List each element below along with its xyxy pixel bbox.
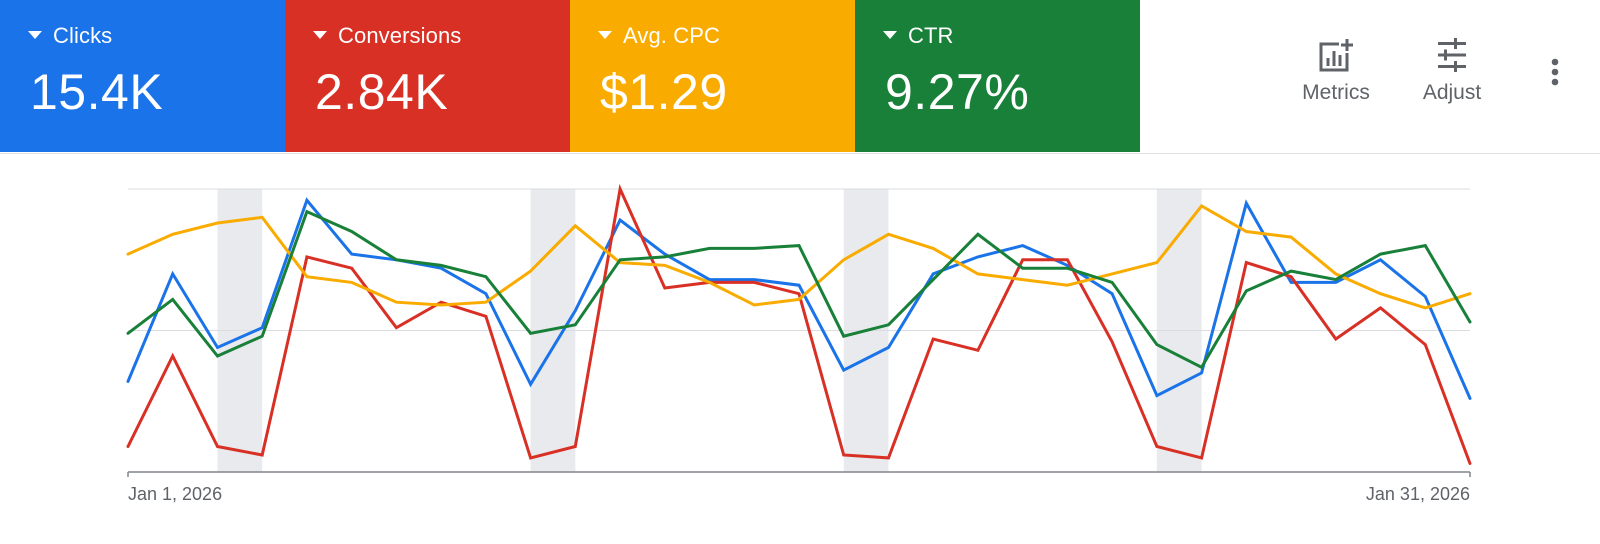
caret-down-icon[interactable] [598, 31, 612, 39]
metric-label: Conversions [338, 23, 462, 48]
metric-tile-ctr[interactable]: CTR 9.27% [855, 0, 1140, 152]
metric-tile-clicks[interactable]: Clicks 15.4K [0, 0, 285, 152]
caret-down-icon[interactable] [28, 31, 42, 39]
series-line-conversions [126, 183, 1472, 465]
series-line-ctr [126, 209, 1472, 370]
tune-icon [1438, 38, 1466, 72]
series-line-clicks [126, 197, 1472, 400]
metric-label: CTR [908, 23, 954, 48]
metric-value: 2.84K [315, 64, 449, 120]
metric-tile-avg-cpc[interactable]: Avg. CPC $1.29 [570, 0, 855, 152]
more-vert-icon[interactable] [1540, 56, 1570, 90]
metric-tile-conversions[interactable]: Conversions 2.84K [285, 0, 570, 152]
series-line-avg-cpc [126, 204, 1472, 310]
metric-value: $1.29 [600, 64, 728, 120]
x-tick-label-end: Jan 31, 2026 [1366, 484, 1470, 504]
adjust-button[interactable]: Adjust [1397, 36, 1507, 106]
header-divider [0, 153, 1600, 154]
x-tick-label-start: Jan 1, 2026 [128, 484, 222, 504]
metric-label: Avg. CPC [623, 23, 720, 48]
add-chart-icon [1319, 37, 1355, 72]
metrics-label: Metrics [1302, 81, 1370, 104]
metric-tiles: Clicks 15.4K Conversions 2.84K Avg. CPC … [0, 0, 1140, 152]
caret-down-icon[interactable] [313, 31, 327, 39]
caret-down-icon[interactable] [883, 31, 897, 39]
performance-line-chart: Jan 1, 2026 Jan 31, 2026 [126, 183, 1472, 504]
adjust-label: Adjust [1422, 81, 1482, 104]
metric-value: 9.27% [885, 64, 1030, 120]
metric-value: 15.4K [30, 64, 164, 120]
scorecard-header: Clicks 15.4K Conversions 2.84K Avg. CPC … [0, 0, 1600, 154]
metrics-button[interactable]: Metrics [1281, 36, 1391, 106]
metric-label: Clicks [53, 23, 113, 48]
